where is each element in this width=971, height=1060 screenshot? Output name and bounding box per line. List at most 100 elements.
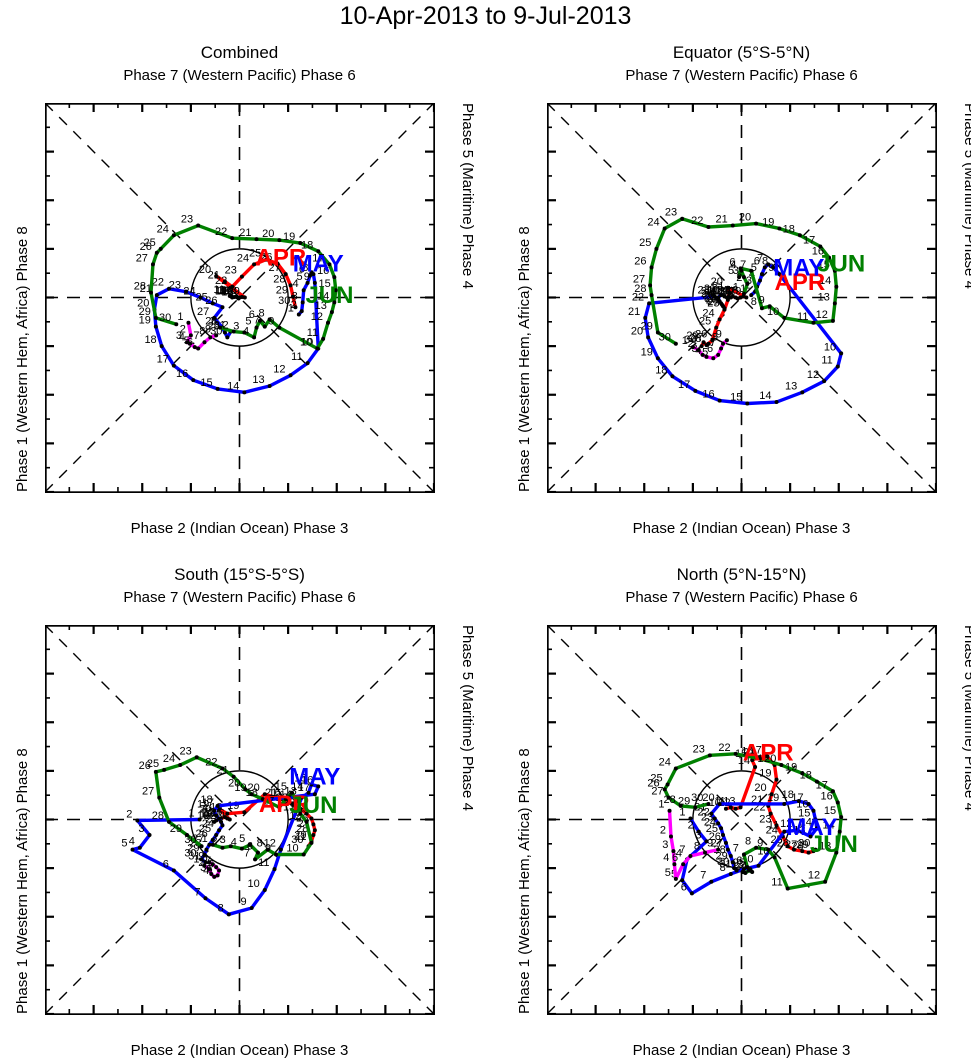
plot-area-south: -4-4-2-200224410111213141516171819202122… <box>45 625 435 1015</box>
day-label: 18 <box>200 794 212 806</box>
trajectory-point-marker <box>304 819 309 824</box>
trajectory-point-marker <box>275 261 280 266</box>
trajectory-point-marker <box>272 867 277 872</box>
day-label: 26 <box>260 251 272 263</box>
day-label: 8 <box>259 307 265 319</box>
day-label: 7 <box>193 330 199 342</box>
day-label: 19 <box>762 216 774 228</box>
trajectory-point-marker <box>277 325 282 330</box>
day-label: 7 <box>740 259 746 271</box>
day-label: 3 <box>738 859 744 871</box>
trajectory-point-marker <box>242 390 247 395</box>
trajectory-point-marker <box>774 400 779 405</box>
trajectory-point-marker <box>811 808 816 813</box>
day-label: 16 <box>702 389 714 401</box>
trajectory-point-marker <box>171 233 176 238</box>
day-label: 29 <box>702 289 714 301</box>
day-label: 29 <box>641 321 653 333</box>
day-label: 10 <box>707 285 719 297</box>
trajectory-point-marker <box>711 356 716 361</box>
day-label: 2 <box>688 820 694 832</box>
trajectory-point-marker <box>253 857 258 862</box>
trajectory-point-marker <box>257 318 262 323</box>
trajectory-point-marker <box>312 280 317 285</box>
month-label-jun: JUN <box>289 792 337 819</box>
trajectory-point-marker <box>311 833 316 838</box>
day-label: 18 <box>655 364 667 376</box>
day-label: 30 <box>291 834 303 846</box>
trajectory-point-marker <box>696 829 701 834</box>
day-label: 10 <box>286 843 298 855</box>
trajectory-point-marker <box>800 390 805 395</box>
day-label: 27 <box>197 306 209 318</box>
day-label: 20 <box>754 782 766 794</box>
day-label: 12 <box>780 818 792 830</box>
trajectory-point-marker <box>668 834 673 839</box>
y-axis-label-right: Phase 5 (Maritime) Phase 4 <box>961 103 971 289</box>
day-label: 1 <box>682 335 688 347</box>
trajectory-point-marker <box>800 849 805 854</box>
day-label: 14 <box>317 290 329 302</box>
day-label: 23 <box>169 280 181 292</box>
x-axis-label: Phase 2 (Indian Ocean) Phase 3 <box>632 520 851 537</box>
trajectory-point-marker <box>171 868 176 873</box>
day-label: 13 <box>785 380 797 392</box>
day-label: 5 <box>239 833 245 845</box>
trajectory-point-marker <box>707 753 712 758</box>
trajectory-point-marker <box>273 852 278 857</box>
trajectory-point-marker <box>785 844 790 849</box>
trajectory-point-marker <box>717 801 722 806</box>
trajectory-point-marker <box>260 797 265 802</box>
day-label: 19 <box>641 346 653 358</box>
day-label: 27 <box>711 838 723 850</box>
day-label: 29 <box>686 330 698 342</box>
trajectory-point-marker <box>225 811 230 816</box>
day-label: 24 <box>163 753 175 765</box>
trajectory-point-marker <box>741 852 746 857</box>
trajectory-point-marker <box>301 288 306 293</box>
trajectory-point-marker <box>312 792 317 797</box>
trajectory-point-marker <box>243 787 248 792</box>
day-label: 17 <box>157 354 169 366</box>
trajectory-point-marker <box>728 871 733 876</box>
trajectory-point-marker <box>158 246 163 251</box>
day-label: 26 <box>695 328 707 340</box>
trajectory-point-marker <box>254 325 259 330</box>
trajectory-point-marker <box>797 233 802 238</box>
trajectory-point-marker <box>212 315 217 320</box>
trajectory-point-marker <box>703 850 708 855</box>
trajectory-point-marker <box>214 274 219 279</box>
trajectory-point-marker <box>214 333 219 338</box>
day-label: 9 <box>716 328 722 340</box>
day-label: 21 <box>208 269 220 281</box>
day-label: 25 <box>639 237 651 249</box>
day-label: 26 <box>647 777 659 789</box>
day-label: 1 <box>177 311 183 323</box>
trajectory-point-marker <box>666 795 671 800</box>
day-label: 6 <box>247 841 253 853</box>
trajectory-point-marker <box>196 223 201 228</box>
day-label: 25 <box>143 237 155 249</box>
day-label: 20 <box>199 804 211 816</box>
trajectory-point-marker <box>199 857 204 862</box>
trajectory-point-marker <box>267 317 272 322</box>
trajectory-point-marker <box>774 777 779 782</box>
day-label: 23 <box>698 285 710 297</box>
day-label: 26 <box>634 255 646 267</box>
trajectory-point-marker <box>262 888 267 893</box>
trajectory-point-marker <box>696 348 701 353</box>
day-label: 19 <box>197 799 209 811</box>
day-label: 22 <box>215 226 227 238</box>
trajectory-point-marker <box>316 249 321 254</box>
day-label: 26 <box>709 831 721 843</box>
trajectory-point-marker <box>153 324 158 329</box>
day-label: 5 <box>751 262 757 274</box>
day-label: 11 <box>821 355 832 367</box>
trajectory-point-marker <box>759 306 764 311</box>
trajectory-point-marker <box>214 865 219 870</box>
day-label: 30 <box>798 838 810 850</box>
day-label: 3 <box>200 862 206 874</box>
day-label: 21 <box>743 747 755 759</box>
trajectory-point-marker <box>757 278 762 283</box>
day-label: 5 <box>121 838 127 850</box>
